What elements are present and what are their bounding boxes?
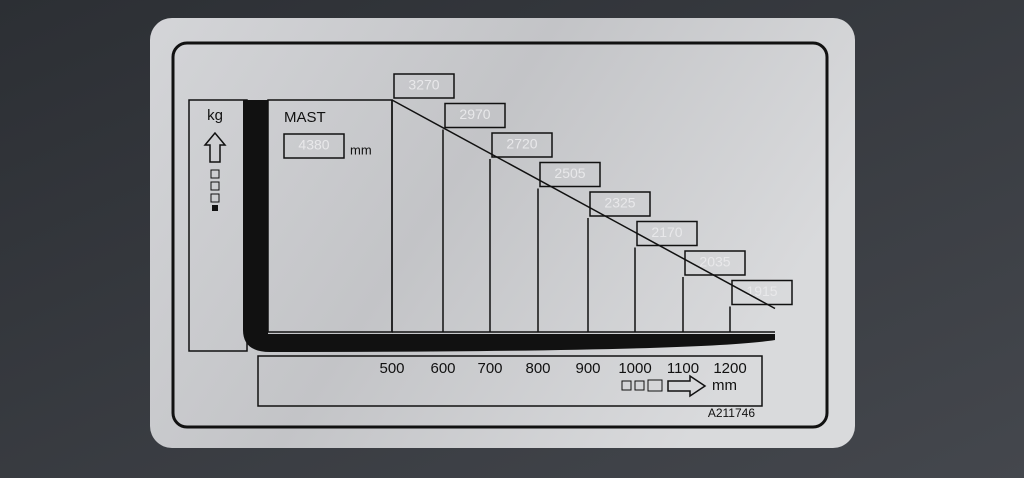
capacity-box: [731, 279, 793, 306]
load-center: 600: [430, 360, 455, 377]
capacity-value: 1915: [746, 283, 777, 299]
mast-height: 4380: [298, 137, 329, 153]
load-center: 700: [477, 360, 502, 377]
square-icon: [210, 193, 220, 203]
square-icon: [621, 380, 632, 391]
square-icon: [212, 205, 218, 211]
capacity-value: 2505: [554, 165, 585, 181]
part-number: A211746: [708, 406, 755, 420]
capacity-diagonal: [391, 99, 776, 310]
square-icon: [210, 169, 220, 179]
load-center: 1200: [713, 360, 746, 377]
plate-border: [171, 41, 829, 429]
capacity-box: [444, 102, 506, 129]
capacity-box: [539, 161, 601, 188]
weight-unit: kg: [207, 107, 223, 124]
capacity-value: 2170: [651, 224, 682, 240]
mast-height-box: [283, 133, 345, 159]
square-icon: [634, 380, 645, 391]
right-arrow-icon: [667, 374, 707, 398]
square-icon: [210, 181, 220, 191]
load-center-labels: 500 600 700 800 900 1000 1100 1200: [379, 360, 746, 377]
mast-unit: mm: [350, 142, 372, 157]
capacity-value: 2970: [459, 106, 490, 122]
capacity-box: [393, 73, 455, 99]
capacity-value: 2325: [604, 195, 635, 211]
capacity-value: 2720: [506, 136, 537, 152]
mast-label: MAST: [284, 109, 326, 126]
load-center: 800: [525, 360, 550, 377]
load-center: 1000: [618, 360, 651, 377]
square-icon: [647, 379, 663, 392]
capacity-value: 2035: [699, 254, 730, 270]
capacity-box: [589, 191, 651, 217]
distance-box: [257, 355, 763, 407]
load-center: 1100: [667, 360, 699, 377]
up-arrow-icon: [203, 131, 227, 163]
capacity-box: [491, 132, 553, 158]
capacity-steps: 3270 2970 2720 2505 2325 2170 2035 1915: [391, 73, 793, 333]
distance-unit: mm: [712, 377, 737, 394]
load-center: 900: [575, 360, 600, 377]
capacity-value: 3270: [408, 77, 439, 93]
load-center: 500: [379, 360, 404, 377]
